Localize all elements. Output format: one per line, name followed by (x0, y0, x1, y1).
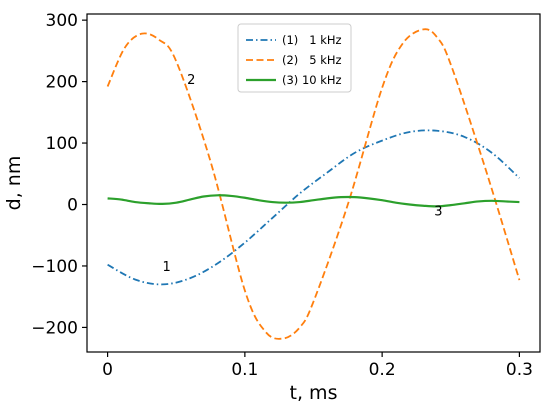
curve-label: 2 (187, 73, 195, 88)
series-line-1 (107, 129, 521, 286)
curve-label: 3 (434, 205, 442, 220)
y-tick-label: −100 (31, 257, 78, 277)
y-tick-label: 300 (46, 11, 78, 31)
curve-label: 1 (162, 260, 170, 275)
curve-labels: 1 2 3 (162, 73, 442, 275)
plot-frame (86, 13, 541, 353)
x-tick-label: 0.3 (506, 360, 533, 380)
y-tick-label: 0 (67, 196, 78, 216)
x-tick-label: 0.2 (369, 360, 396, 380)
series-line-2 (106, 28, 521, 340)
legend-box (237, 23, 352, 93)
axes: 0 0.1 0.2 0.3 −200 −100 0 100 200 300 (31, 11, 541, 380)
x-axis-title: t, ms (290, 382, 338, 404)
y-tick-label: 100 (46, 134, 78, 154)
y-axis-title: d, nm (3, 156, 25, 211)
legend: (1) 1 kHz (2) 5 kHz (3) 10 kHz (237, 23, 352, 93)
y-tick-label: 200 (46, 73, 78, 93)
x-tick-label: 0 (102, 360, 113, 380)
legend-label: (2) 5 kHz (282, 53, 342, 67)
legend-label: (1) 1 kHz (282, 33, 342, 47)
x-tick-label: 0.1 (231, 360, 258, 380)
legend-label: (3) 10 kHz (282, 73, 342, 87)
series-line-3 (107, 194, 520, 208)
y-tick-label: −200 (31, 318, 78, 338)
plot-area (106, 28, 521, 340)
